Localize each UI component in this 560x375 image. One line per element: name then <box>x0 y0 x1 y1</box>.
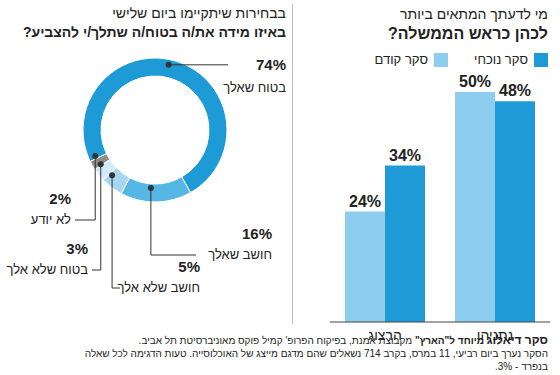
svg-text:48%: 48% <box>499 82 531 99</box>
svg-text:16%: 16% <box>242 225 272 242</box>
svg-text:5%: 5% <box>178 258 200 275</box>
svg-text:בטוח שלא אלך: בטוח שלא אלך <box>7 262 89 277</box>
svg-text:חושב שלא אלך: חושב שלא אלך <box>118 280 200 295</box>
svg-text:24%: 24% <box>349 193 381 210</box>
svg-text:3%: 3% <box>66 240 88 257</box>
svg-text:2%: 2% <box>49 190 71 207</box>
svg-text:בטוח שאלך: בטוח שאלך <box>223 80 286 95</box>
svg-text:לא יודע: לא יודע <box>31 212 71 227</box>
svg-text:34%: 34% <box>389 147 421 164</box>
svg-text:74%: 74% <box>256 56 286 73</box>
svg-text:50%: 50% <box>459 73 491 90</box>
svg-text:חושב שאלך: חושב שאלך <box>208 247 272 262</box>
